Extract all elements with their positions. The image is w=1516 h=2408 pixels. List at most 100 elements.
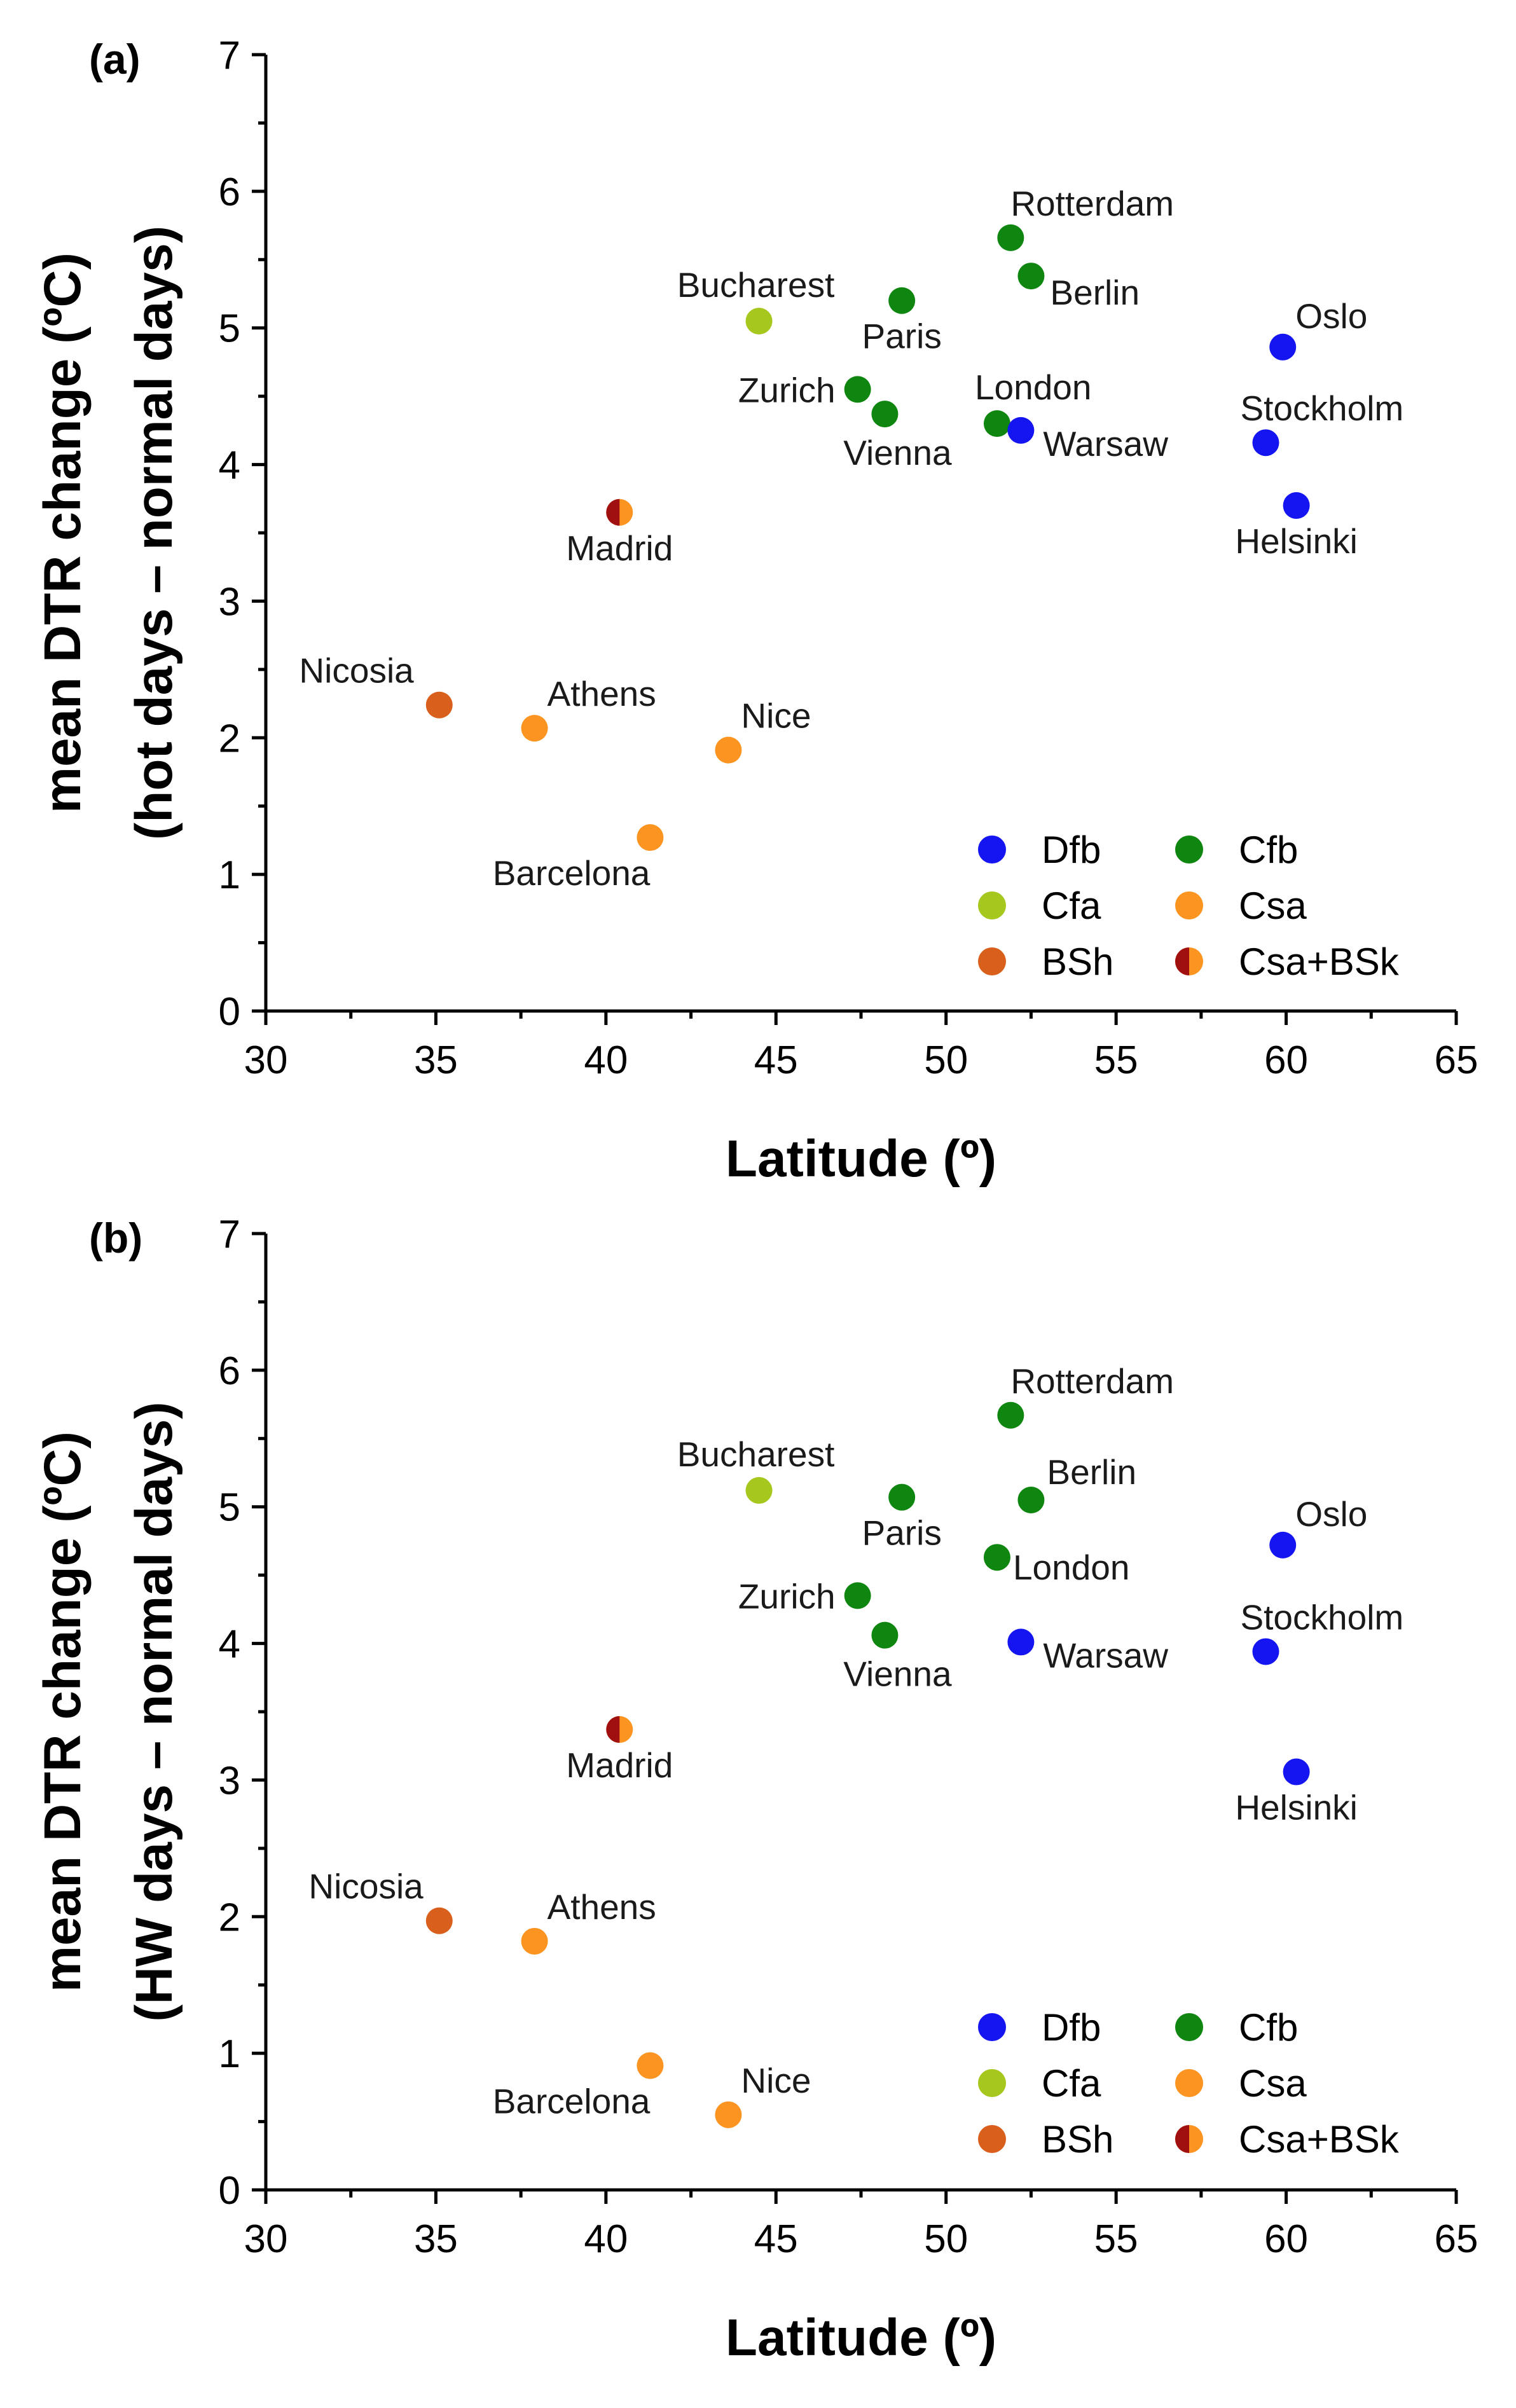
legend-label: BSh xyxy=(1042,940,1113,983)
legend-marker xyxy=(978,836,1006,863)
data-point xyxy=(745,1476,773,1504)
point-label: Nice xyxy=(741,696,811,736)
legend-label: Csa xyxy=(1239,884,1307,927)
legend-label: Csa+BSk xyxy=(1239,940,1400,983)
x-tick-label: 60 xyxy=(1264,1038,1308,1082)
data-point xyxy=(715,736,742,764)
point-label: Barcelona xyxy=(493,853,651,893)
point-label: Stockholm xyxy=(1240,1597,1403,1637)
data-point xyxy=(1007,1628,1035,1656)
data-point xyxy=(1007,416,1035,444)
panel-label: (b) xyxy=(89,1214,142,1262)
legend-marker xyxy=(1175,836,1203,863)
legend-marker xyxy=(1175,947,1203,975)
data-point xyxy=(1269,333,1297,361)
legend-marker xyxy=(978,891,1006,919)
y-tick-label: 7 xyxy=(219,34,240,78)
data-point xyxy=(1252,429,1279,457)
data-point xyxy=(888,287,916,314)
data-point xyxy=(871,1621,899,1649)
data-point xyxy=(425,1907,453,1934)
point-label: Rotterdam xyxy=(1010,1361,1174,1401)
data-point xyxy=(997,1401,1024,1429)
legend-marker xyxy=(1175,2013,1203,2041)
point-label: Nice xyxy=(741,2061,811,2100)
point-label: Oslo xyxy=(1295,1494,1367,1534)
legend-label: Dfb xyxy=(1042,2006,1101,2049)
y-tick-label: 6 xyxy=(219,170,240,214)
point-label: Zurich xyxy=(738,1576,836,1616)
panel-label: (a) xyxy=(89,36,141,83)
point-label: Rotterdam xyxy=(1010,184,1174,223)
legend-marker xyxy=(978,2013,1006,2041)
x-tick-label: 30 xyxy=(244,2217,288,2261)
y-axis-title-line2: (HW days – normal days) xyxy=(125,1401,183,2021)
data-point xyxy=(1283,1758,1310,1785)
legend-marker xyxy=(978,2125,1006,2153)
point-label: Helsinki xyxy=(1235,521,1358,561)
point-label: Zurich xyxy=(738,370,836,409)
data-point xyxy=(1283,492,1310,519)
data-point xyxy=(637,2052,664,2079)
data-point xyxy=(1252,1638,1279,1665)
y-axis-title-line1: mean DTR change (ºC) xyxy=(34,252,92,813)
x-axis-title: Latitude (º) xyxy=(726,1130,996,1188)
legend-label: Cfb xyxy=(1239,829,1298,871)
point-label: Oslo xyxy=(1295,296,1367,336)
point-label: London xyxy=(975,368,1092,407)
legend-marker xyxy=(978,947,1006,975)
data-point xyxy=(871,401,899,428)
x-axis-title: Latitude (º) xyxy=(726,2309,996,2367)
y-tick-label: 5 xyxy=(219,307,240,351)
point-label: Paris xyxy=(862,317,942,356)
point-label: Vienna xyxy=(843,433,952,472)
legend-label: Csa+BSk xyxy=(1239,2118,1400,2161)
point-label: Helsinki xyxy=(1235,1788,1358,1827)
data-point xyxy=(1017,1486,1045,1513)
point-label: Athens xyxy=(548,1887,656,1927)
data-point xyxy=(983,410,1010,437)
y-tick-label: 3 xyxy=(219,580,240,624)
y-tick-label: 7 xyxy=(219,1213,240,1256)
data-point xyxy=(1269,1531,1297,1558)
point-label: Vienna xyxy=(843,1655,952,1694)
legend-label: Csa xyxy=(1239,2062,1307,2105)
point-label: Bucharest xyxy=(677,1434,835,1474)
y-tick-label: 4 xyxy=(219,444,240,488)
y-tick-label: 6 xyxy=(219,1349,240,1393)
data-point xyxy=(425,691,453,719)
data-point xyxy=(745,307,773,334)
point-label: Barcelona xyxy=(493,2081,651,2121)
y-tick-label: 1 xyxy=(219,2032,240,2076)
y-tick-label: 3 xyxy=(219,1759,240,1803)
x-tick-label: 45 xyxy=(754,1038,798,1082)
x-tick-label: 45 xyxy=(754,2217,798,2261)
legend-marker xyxy=(1175,2069,1203,2097)
legend-label: Dfb xyxy=(1042,829,1101,871)
x-tick-label: 30 xyxy=(244,1038,288,1082)
data-point xyxy=(606,499,633,526)
legend-marker xyxy=(1175,891,1203,919)
point-label: Berlin xyxy=(1050,273,1140,312)
legend: Dfb Cfb Cfa Csa BSh Csa+BSk xyxy=(978,829,1400,983)
x-tick-label: 55 xyxy=(1094,1038,1138,1082)
y-axis-title-line2: (hot days – normal days) xyxy=(125,226,183,840)
y-tick-label: 4 xyxy=(219,1623,240,1667)
point-label: Athens xyxy=(548,674,656,713)
legend: Dfb Cfb Cfa Csa BSh Csa+BSk xyxy=(978,2006,1400,2161)
x-tick-label: 35 xyxy=(414,2217,458,2261)
data-point xyxy=(521,715,548,742)
x-tick-label: 35 xyxy=(414,1038,458,1082)
point-label: Warsaw xyxy=(1043,1635,1168,1675)
data-point xyxy=(983,1544,1010,1571)
y-tick-label: 2 xyxy=(219,717,240,760)
data-point xyxy=(1017,263,1045,290)
legend-marker xyxy=(978,2069,1006,2097)
data-point xyxy=(844,376,871,403)
x-tick-label: 40 xyxy=(584,1038,628,1082)
x-tick-label: 65 xyxy=(1435,2217,1478,2261)
legend-label: BSh xyxy=(1042,2118,1113,2161)
